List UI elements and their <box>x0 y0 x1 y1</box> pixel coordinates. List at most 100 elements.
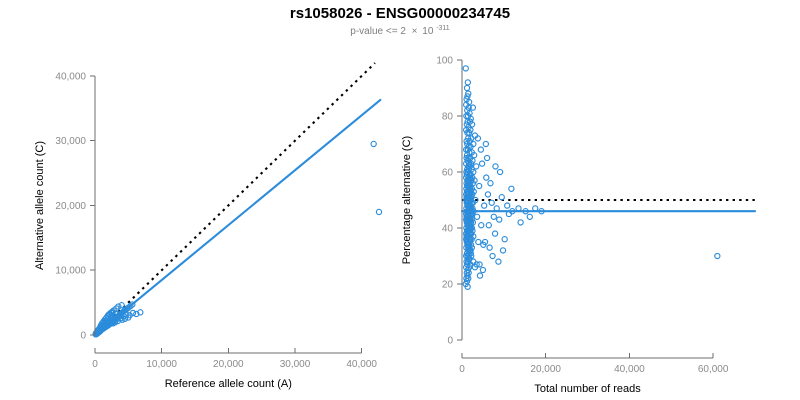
data-point <box>473 261 480 268</box>
data-point <box>479 266 487 274</box>
data-point <box>487 180 494 187</box>
data-point <box>463 138 470 145</box>
data-point <box>463 84 471 92</box>
y-axis-title-right: Percentage alternative (C) <box>401 136 413 264</box>
figure-title: rs1058026 - ENSG00000234745 <box>290 5 510 22</box>
data-point <box>375 208 383 216</box>
data-point <box>478 160 486 167</box>
data-point <box>491 230 499 237</box>
data-point <box>109 308 116 315</box>
data-point <box>522 208 529 215</box>
y-tick-label: 30,000 <box>55 136 86 147</box>
x-tick-label: 0 <box>459 364 465 375</box>
data-point <box>505 210 513 218</box>
data-point <box>464 283 471 290</box>
x-tick-label: 40,000 <box>614 364 645 375</box>
data-point <box>115 303 122 310</box>
data-point <box>486 244 493 251</box>
data-point <box>538 208 545 215</box>
data-point <box>125 314 132 321</box>
x-tick-label: 40,000 <box>346 359 377 370</box>
data-point <box>121 315 129 322</box>
data-point <box>515 205 522 212</box>
y-tick-label: 0 <box>80 331 86 342</box>
data-point <box>508 185 515 192</box>
data-point <box>129 301 136 308</box>
scatter-panel-left: 0 10,000 20,000 30,000 40,000 0 10,000 20,000 30… <box>34 62 383 390</box>
data-point <box>129 309 137 317</box>
plot-area-right <box>460 65 757 290</box>
scatter-panel-right: 0 20 40 60 80 100 0 20,000 40,000 60,000 Total num… <box>401 56 757 395</box>
data-point <box>532 205 539 212</box>
y-tick-label: 10,000 <box>55 266 86 277</box>
y-tick-label: 0 <box>447 336 453 347</box>
x-tick-label: 60,000 <box>698 364 729 375</box>
x-tick-label: 20,000 <box>530 364 561 375</box>
regression-line <box>93 98 382 337</box>
data-point <box>370 140 377 148</box>
data-point <box>498 194 505 201</box>
data-point <box>492 163 499 170</box>
data-point <box>485 222 492 229</box>
data-point <box>476 272 484 279</box>
data-point <box>463 250 471 257</box>
data-point <box>465 90 472 97</box>
data-point <box>493 205 500 212</box>
x-axis-title-right: Total number of reads <box>534 383 641 395</box>
data-point <box>137 309 144 316</box>
data-point <box>478 222 485 229</box>
data-point <box>476 261 483 268</box>
data-point <box>483 154 491 162</box>
subtitle-prefix: p-value <= 2 <box>350 26 406 37</box>
x-tick-label: 20,000 <box>213 359 244 370</box>
identity-line <box>94 62 376 336</box>
data-point <box>475 238 482 246</box>
y-tick-label: 20,000 <box>55 201 86 212</box>
y-tick-label: 100 <box>436 56 453 67</box>
y-axis-title-left: Alternative allele count (C) <box>34 141 46 270</box>
data-point <box>714 252 721 260</box>
data-point <box>489 252 496 260</box>
data-point <box>499 247 507 254</box>
x-axis-title-left: Reference allele count (A) <box>165 378 292 390</box>
data-point <box>464 93 471 100</box>
data-point <box>462 65 469 72</box>
data-point <box>477 146 485 153</box>
figure-subtitle: p-value <= 2 × 10 -311 <box>350 25 450 37</box>
data-point <box>133 310 140 318</box>
data-point <box>107 309 115 316</box>
data-point <box>490 213 497 220</box>
subtitle-base: 10 <box>422 26 434 37</box>
subtitle-multiplication-sign: × <box>412 26 418 37</box>
x-tick-label: 0 <box>92 359 98 370</box>
x-tick-label: 30,000 <box>280 359 311 370</box>
data-point <box>504 202 511 209</box>
data-point <box>475 182 483 190</box>
data-point <box>496 168 504 176</box>
data-point <box>517 219 524 226</box>
y-tick-label: 20 <box>442 280 454 291</box>
data-point <box>482 140 490 148</box>
data-point <box>101 322 108 329</box>
y-tick-label: 80 <box>442 112 454 123</box>
data-point <box>495 258 502 265</box>
data-point <box>481 238 489 246</box>
data-point <box>474 135 482 142</box>
y-tick-label: 40 <box>442 224 454 235</box>
y-tick-label: 60 <box>442 168 454 179</box>
data-point <box>483 174 490 181</box>
data-point <box>92 330 99 338</box>
data-point <box>496 216 503 223</box>
data-point <box>501 236 508 243</box>
y-tick-label: 40,000 <box>55 71 86 82</box>
data-point <box>473 163 480 170</box>
data-point <box>488 199 495 206</box>
data-point <box>526 213 533 220</box>
data-point <box>484 191 492 198</box>
data-point <box>469 104 477 111</box>
x-tick-label: 10,000 <box>146 359 177 370</box>
data-point <box>473 213 481 220</box>
data-point <box>118 302 125 309</box>
data-point <box>481 202 488 209</box>
